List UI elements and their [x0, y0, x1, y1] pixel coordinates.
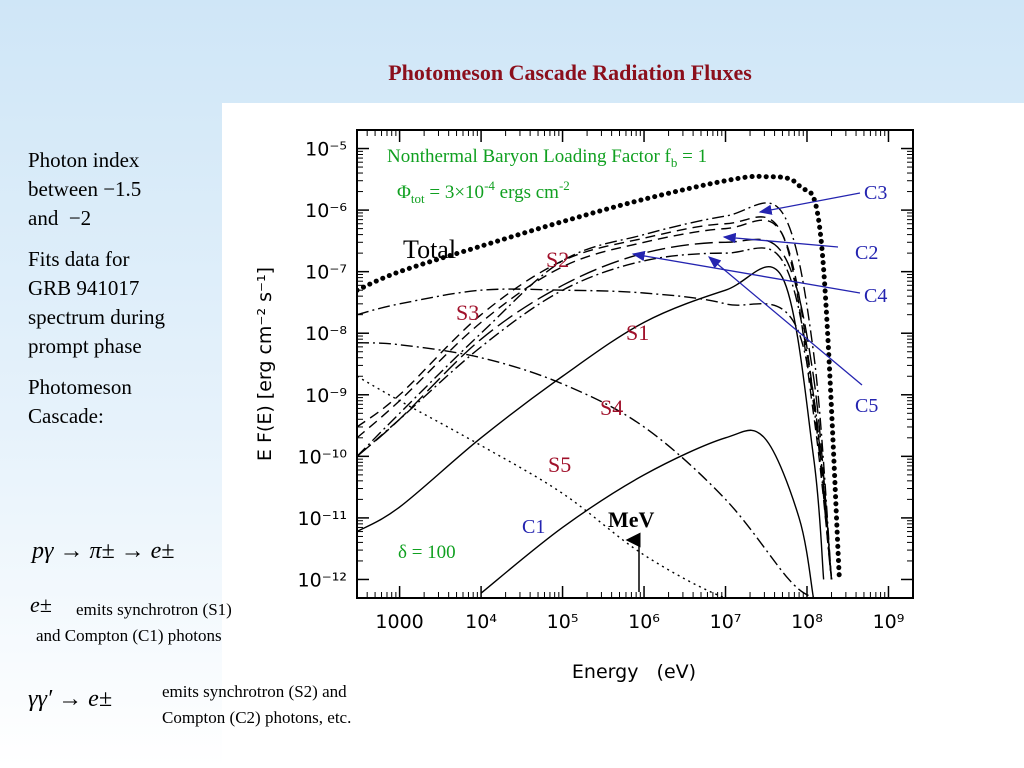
x-tick-label: 10⁸ — [791, 611, 823, 633]
x-tick-label: 10⁵ — [547, 611, 579, 633]
y-tick-label: 10⁻⁸ — [305, 323, 347, 345]
series-total-dots — [357, 173, 842, 582]
series-s5 — [357, 375, 765, 598]
series-c5 — [357, 247, 833, 580]
formula-pion-decay: pγ → π± → e± — [32, 538, 175, 564]
phi-tot-annotation: Φtot = 3×10-4 ergs cm-2 — [397, 178, 570, 206]
total-label: Total — [403, 235, 456, 264]
y-tick-label: 10⁻⁶ — [305, 200, 347, 222]
y-tick-label: 10⁻¹² — [298, 569, 347, 591]
y-axis-title: E F(E) [erg cm⁻² s⁻¹] — [254, 267, 276, 461]
label-c4: C4 — [864, 285, 887, 307]
sidebar-line: Fits data for — [28, 247, 130, 271]
label-c5: C5 — [855, 395, 878, 417]
loading-factor-annotation: Nonthermal Baryon Loading Factor fb = 1 — [387, 146, 707, 170]
compton-c2-text: Compton (C2) photons, etc. — [162, 708, 352, 727]
label-c2: C2 — [855, 242, 878, 264]
plot-panel — [222, 103, 1024, 768]
y-tick-label: 10⁻⁵ — [305, 139, 347, 161]
arrow-c3 — [758, 192, 861, 215]
series-c3 — [357, 202, 833, 580]
synchrotron-s1-text: emits synchrotron (S1) — [76, 600, 232, 619]
sidebar-line: Photon index — [28, 148, 140, 172]
x-tick-label: 10⁹ — [873, 611, 905, 633]
y-tick-label: 10⁻⁹ — [305, 385, 347, 407]
arrow-c2 — [722, 232, 839, 248]
slide-title: Photomeson Cascade Radiation Fluxes — [388, 60, 752, 85]
x-tick-label: 1000 — [375, 611, 423, 633]
sidebar-line: and −2 — [28, 206, 92, 230]
sidebar-line: Cascade: — [28, 404, 104, 428]
sidebar-line: Photomeson — [28, 375, 132, 399]
series-s3 — [357, 288, 833, 580]
series-c2 — [357, 219, 833, 580]
plot-frame — [356, 129, 914, 599]
arrow-c4 — [631, 250, 861, 294]
label-s2: S2 — [546, 247, 569, 272]
sidebar-line: between −1.5 — [28, 177, 142, 201]
y-tick-label: 10⁻¹⁰ — [298, 446, 347, 468]
series-c4 — [357, 238, 833, 580]
sidebar-line: spectrum during — [28, 305, 166, 329]
label-s1: S1 — [626, 320, 649, 345]
y-tick-label: 10⁻⁷ — [305, 262, 347, 284]
sidebar-line: GRB 941017 — [28, 276, 140, 300]
series-s4 — [357, 342, 814, 598]
arrow-c5 — [708, 256, 863, 386]
sidebar-text: Photon index between −1.5 and −2 Fits data … — [28, 146, 165, 431]
label-c3: C3 — [864, 182, 887, 204]
formula-pair-production: γγ′ → e± — [28, 686, 112, 712]
label-s5: S5 — [548, 452, 571, 477]
label-s3: S3 — [456, 300, 479, 325]
x-axis-title: Energy (eV) — [572, 661, 696, 683]
formula-electron: e± — [30, 592, 52, 617]
synchrotron-s2-text: emits synchrotron (S2) and — [162, 682, 347, 701]
label-c1: C1 — [522, 516, 545, 538]
mev-label: MeV — [608, 507, 655, 532]
series-s2 — [357, 216, 833, 580]
label-s4: S4 — [600, 395, 623, 420]
sidebar-line: prompt phase — [28, 334, 142, 358]
y-tick-label: 10⁻¹¹ — [298, 508, 347, 530]
delta-annotation: δ = 100 — [398, 542, 456, 563]
x-tick-label: 10⁴ — [465, 611, 497, 633]
x-tick-label: 10⁶ — [628, 611, 660, 633]
series-c1 — [480, 429, 815, 598]
x-tick-label: 10⁷ — [710, 611, 742, 633]
series-s1 — [357, 266, 825, 580]
compton-c1-text: and Compton (C1) photons — [36, 626, 222, 645]
